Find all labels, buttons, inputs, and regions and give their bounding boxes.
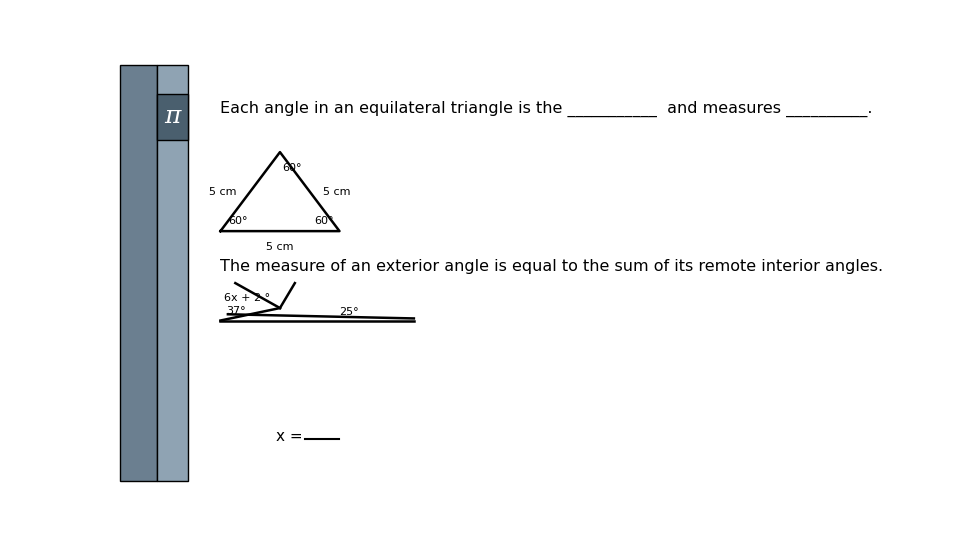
FancyBboxPatch shape (157, 94, 188, 140)
Text: 60°: 60° (282, 163, 301, 172)
FancyBboxPatch shape (157, 65, 188, 481)
Text: Each angle in an equilateral triangle is the ___________  and measures _________: Each angle in an equilateral triangle is… (221, 100, 883, 117)
Text: 5 cm: 5 cm (266, 241, 294, 252)
FancyBboxPatch shape (120, 65, 157, 481)
Text: 60°: 60° (228, 216, 248, 226)
Text: 25°: 25° (340, 307, 359, 317)
Text: The measure of an exterior angle is equal to the sum of its remote interior angl: The measure of an exterior angle is equa… (221, 259, 883, 274)
Text: x =: x = (276, 429, 308, 444)
Text: π: π (164, 105, 181, 129)
Text: 5 cm: 5 cm (209, 187, 237, 197)
Text: 37°: 37° (227, 306, 246, 316)
Text: 5 cm: 5 cm (324, 187, 350, 197)
Text: 6x + 2 °: 6x + 2 ° (225, 293, 271, 302)
Text: 60°: 60° (314, 216, 333, 226)
